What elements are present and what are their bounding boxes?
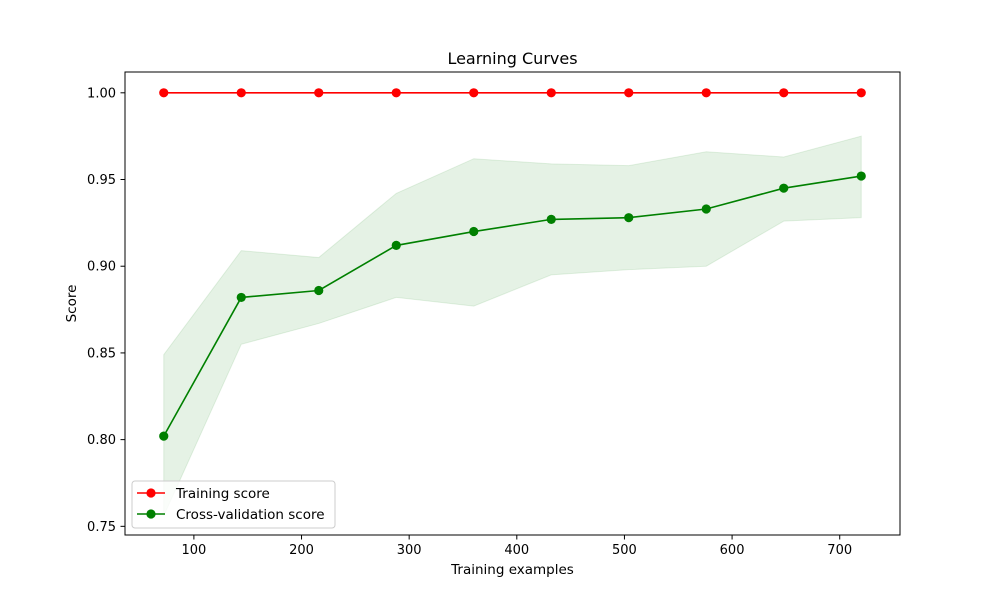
x-tick-label: 500 [612,543,637,558]
legend-training-score-marker [146,488,156,498]
cross-validation-score-point [701,204,711,214]
y-tick-label: 0.75 [87,520,116,535]
cross-validation-score-point [469,226,479,237]
y-axis-ticks: 0.75 0.80 0.85 0.90 0.95 1.00 [87,86,125,535]
cross-validation-score-point [391,240,401,251]
legend-cross-validation-score-marker [146,509,156,519]
y-tick-label: 0.95 [87,173,116,188]
x-axis-ticks: 100 200 300 400 500 600 700 [181,535,852,558]
cross-validation-score-point [546,214,556,224]
cross-validation-score-point [856,171,866,181]
cross-validation-score-point [236,292,246,303]
cross-validation-score-point [779,183,789,193]
x-tick-label: 100 [181,543,206,558]
training-score-point [624,88,634,98]
axes-frame [124,71,901,536]
x-tick-label: 300 [397,543,422,558]
y-tick-label: 0.90 [87,260,116,275]
training-score-point [159,88,169,98]
training-score-point [314,88,324,98]
legend-box [131,480,336,529]
x-axis-label: Training examples [450,562,574,578]
cross-validation-score-point [624,213,634,223]
x-tick-label: 400 [504,543,529,558]
series-markers [159,88,866,441]
x-tick-label: 600 [720,543,745,558]
training-score-point [391,88,401,98]
cross-validation-score-point [314,285,324,296]
legend: Training score Cross-validation score [131,480,336,529]
legend-entries: Training score Cross-validation score [137,486,325,523]
x-tick-label: 700 [827,543,852,558]
chart-title: Learning Curves [447,49,577,68]
training-score-point [546,88,556,98]
legend-cross-validation-score-label: Cross-validation score [176,507,325,523]
y-tick-label: 1.00 [87,86,116,101]
training-score-point [469,88,479,98]
legend-training-score-label: Training score [175,486,270,502]
cross-validation-score-line [163,175,862,437]
y-tick-label: 0.80 [87,433,116,448]
training-score-point [779,88,789,98]
cross-validation-score-point [159,431,169,441]
cross-validation-score-band [163,135,862,517]
training-score-point [236,88,246,98]
y-axis-label: Score [64,285,80,323]
y-tick-label: 0.85 [87,346,116,361]
x-tick-label: 200 [289,543,314,558]
training-score-point [701,88,711,98]
series-lines [163,92,862,437]
plot-area [125,72,900,535]
training-score-point [856,88,866,98]
